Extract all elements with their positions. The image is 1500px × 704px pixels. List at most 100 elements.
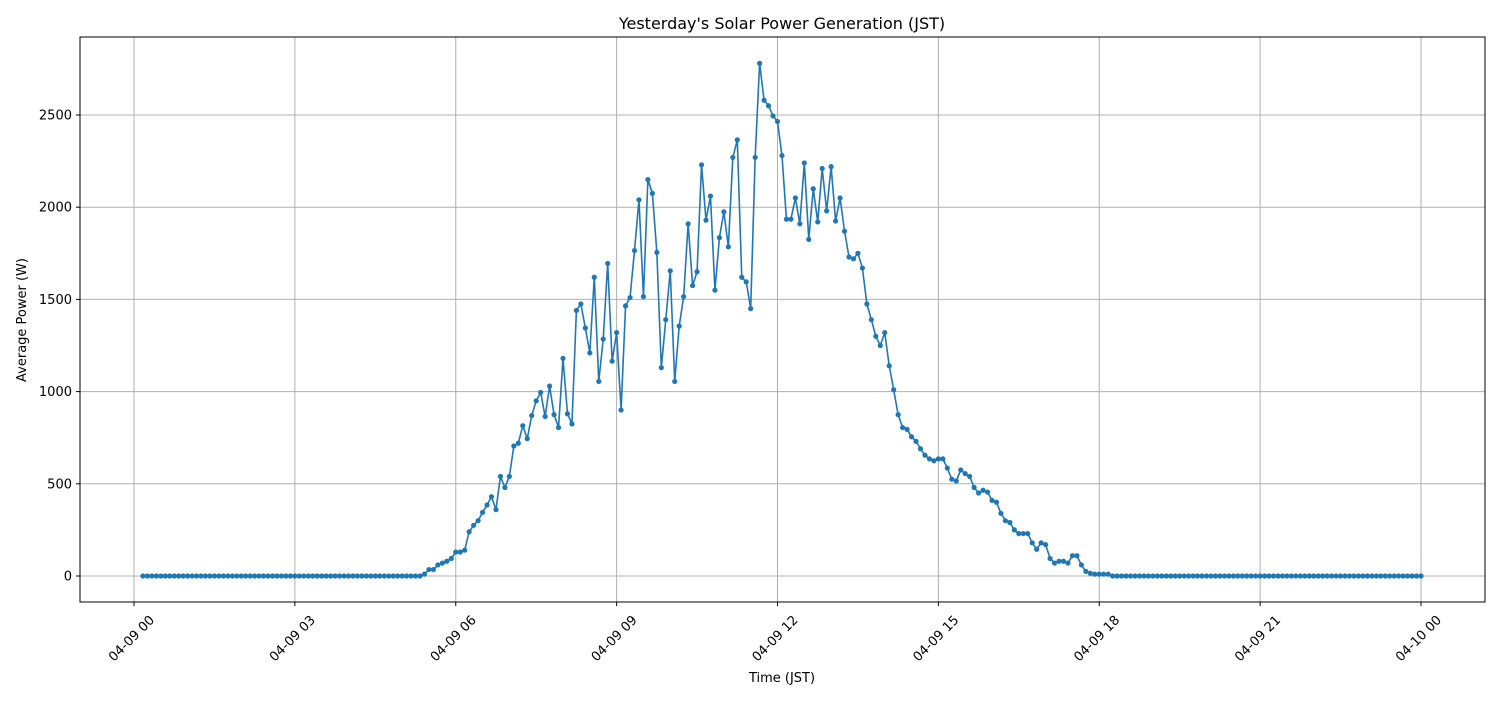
data-point bbox=[605, 260, 611, 267]
data-point bbox=[421, 571, 428, 577]
data-point bbox=[292, 573, 298, 579]
y-axis-label: Average Power (W) bbox=[15, 258, 30, 382]
data-point bbox=[1190, 573, 1196, 579]
data-point bbox=[1087, 570, 1093, 576]
data-point bbox=[287, 573, 294, 579]
y-tick-label: 0 bbox=[64, 569, 72, 584]
data-point bbox=[1369, 573, 1375, 579]
data-point bbox=[363, 573, 369, 579]
data-point bbox=[1065, 560, 1071, 566]
data-point bbox=[681, 294, 687, 300]
data-point bbox=[149, 573, 155, 579]
data-point bbox=[1293, 573, 1299, 579]
data-point bbox=[958, 467, 964, 473]
data-point bbox=[256, 573, 262, 579]
data-point bbox=[1239, 573, 1245, 579]
data-point bbox=[1235, 573, 1241, 579]
data-point bbox=[980, 487, 986, 493]
data-point bbox=[1311, 573, 1317, 579]
data-point bbox=[390, 573, 396, 579]
axes-frame bbox=[79, 36, 1486, 603]
data-point bbox=[417, 573, 423, 579]
data-point bbox=[247, 573, 253, 579]
data-point bbox=[864, 301, 870, 307]
data-point bbox=[466, 529, 472, 535]
data-point bbox=[1248, 573, 1254, 579]
data-point bbox=[211, 573, 218, 579]
data-point bbox=[453, 549, 459, 555]
data-point bbox=[1257, 573, 1263, 579]
data-point bbox=[882, 329, 888, 336]
data-point bbox=[1203, 573, 1210, 579]
data-point bbox=[328, 573, 334, 579]
data-point bbox=[904, 426, 910, 433]
data-point bbox=[1029, 540, 1035, 546]
data-point bbox=[832, 218, 839, 224]
data-point bbox=[761, 97, 767, 103]
data-point bbox=[886, 363, 892, 369]
data-point bbox=[1279, 573, 1286, 579]
data-point bbox=[815, 219, 821, 225]
data-point bbox=[1159, 573, 1165, 579]
data-point bbox=[658, 365, 664, 371]
data-point bbox=[797, 221, 803, 227]
data-point bbox=[1069, 553, 1076, 559]
data-point bbox=[801, 160, 807, 166]
data-point bbox=[600, 336, 606, 342]
data-point bbox=[810, 186, 816, 192]
data-point bbox=[1007, 519, 1013, 526]
data-point bbox=[377, 573, 383, 579]
data-point bbox=[636, 197, 642, 203]
data-point bbox=[1177, 573, 1183, 579]
data-point bbox=[1123, 573, 1129, 579]
data-point bbox=[372, 573, 378, 579]
data-point bbox=[1110, 573, 1116, 579]
data-point bbox=[748, 306, 754, 312]
data-point bbox=[408, 573, 414, 579]
data-point bbox=[1127, 573, 1134, 579]
data-point bbox=[171, 573, 177, 579]
data-point bbox=[488, 494, 495, 500]
data-point bbox=[730, 154, 736, 161]
data-point bbox=[712, 287, 718, 293]
data-point bbox=[551, 412, 557, 418]
data-point bbox=[984, 489, 991, 495]
data-point bbox=[783, 216, 790, 222]
data-point bbox=[336, 573, 343, 579]
data-point bbox=[471, 522, 477, 528]
data-point bbox=[538, 389, 544, 396]
data-point bbox=[511, 443, 517, 449]
data-point bbox=[1404, 573, 1411, 579]
data-point bbox=[828, 164, 834, 170]
data-point bbox=[1284, 573, 1290, 579]
data-point bbox=[908, 434, 915, 440]
data-point bbox=[1118, 573, 1125, 579]
data-point bbox=[381, 573, 387, 579]
data-point bbox=[1163, 573, 1169, 579]
data-point bbox=[998, 510, 1004, 516]
data-point bbox=[1132, 573, 1138, 579]
data-point bbox=[1387, 573, 1393, 579]
data-point bbox=[1168, 573, 1174, 579]
data-point bbox=[707, 193, 714, 199]
data-point bbox=[524, 436, 530, 442]
data-point bbox=[426, 566, 432, 573]
data-point bbox=[1047, 555, 1053, 562]
data-point bbox=[877, 342, 883, 349]
data-point bbox=[1360, 573, 1366, 579]
data-point bbox=[354, 573, 361, 579]
data-point bbox=[667, 268, 673, 274]
data-point bbox=[533, 398, 539, 404]
data-point bbox=[1373, 573, 1379, 579]
data-point bbox=[234, 573, 240, 579]
data-point bbox=[193, 573, 200, 579]
data-point bbox=[479, 509, 486, 515]
data-point bbox=[167, 573, 173, 579]
data-point bbox=[640, 294, 647, 300]
data-point bbox=[734, 137, 740, 143]
data-point bbox=[685, 221, 691, 227]
data-point bbox=[430, 566, 437, 573]
data-point bbox=[448, 555, 454, 562]
data-point bbox=[1320, 573, 1326, 579]
data-point bbox=[319, 573, 325, 579]
